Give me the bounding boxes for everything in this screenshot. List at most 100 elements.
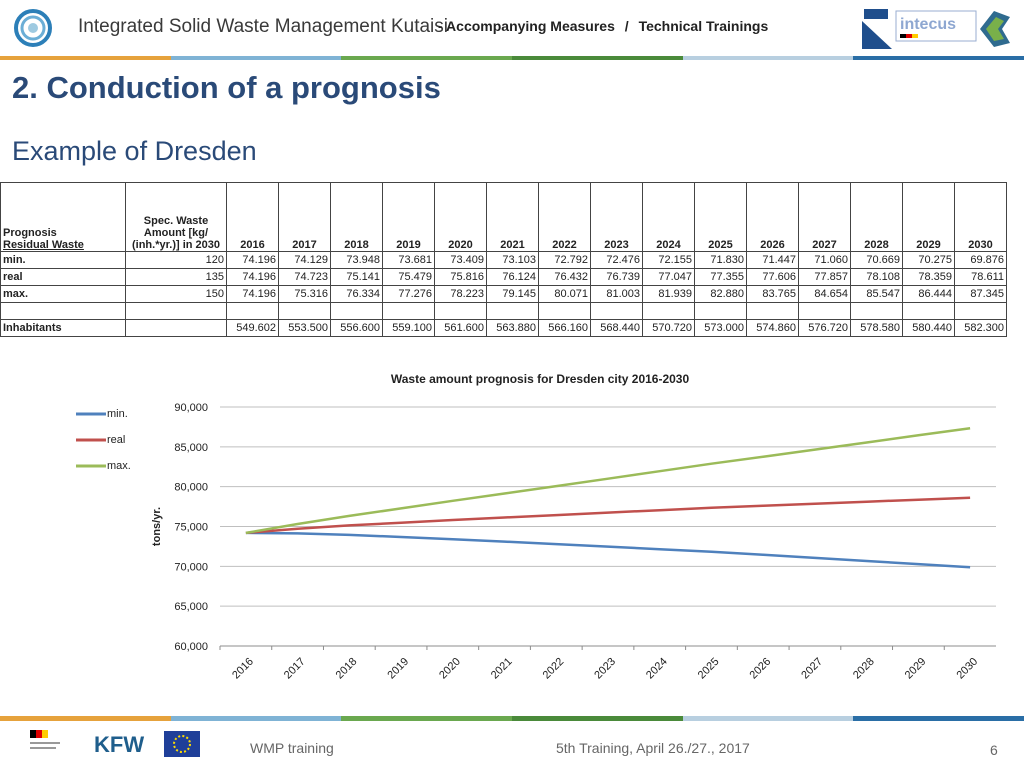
breadcrumb: - Accompanying Measures / Technical Trai… bbox=[438, 18, 768, 34]
empty-cell bbox=[486, 302, 539, 320]
table-cell: 76.739 bbox=[590, 268, 643, 286]
year-header: 2018 bbox=[330, 182, 383, 252]
pem-logo-icon bbox=[862, 9, 892, 49]
table-cell: 69.876 bbox=[954, 251, 1007, 269]
table-cell: 75.316 bbox=[278, 285, 331, 303]
legend-label: max. bbox=[107, 460, 131, 472]
spec-amount-cell: 150 bbox=[125, 285, 227, 303]
breadcrumb-separator: / bbox=[624, 18, 629, 34]
table-cell: 76.124 bbox=[486, 268, 539, 286]
table-cell: 78.611 bbox=[954, 268, 1007, 286]
inhabitants-cell: 566.160 bbox=[538, 319, 591, 337]
table-cell: 72.476 bbox=[590, 251, 643, 269]
year-header: 2017 bbox=[278, 182, 331, 252]
table-cell: 73.948 bbox=[330, 251, 383, 269]
empty-cell bbox=[330, 302, 383, 320]
table-cell: 70.669 bbox=[850, 251, 903, 269]
breadcrumb-section: Accompanying Measures bbox=[446, 18, 615, 34]
year-header: 2023 bbox=[590, 182, 643, 252]
table-cell: 74.196 bbox=[226, 268, 279, 286]
year-header: 2029 bbox=[902, 182, 955, 252]
legend-label: real bbox=[107, 434, 125, 446]
x-tick-label: 2029 bbox=[903, 656, 929, 682]
inhabitants-cell: 573.000 bbox=[694, 319, 747, 337]
table-cell: 85.547 bbox=[850, 285, 903, 303]
table-cell: 74.196 bbox=[226, 285, 279, 303]
inhabitants-cell: 580.440 bbox=[902, 319, 955, 337]
x-tick-label: 2019 bbox=[385, 656, 411, 682]
table-row: max. 150 74.196 75.316 76.334 77.276 78.223 79.… bbox=[0, 285, 1007, 303]
empty-cell bbox=[850, 302, 903, 320]
project-logo-icon bbox=[14, 9, 52, 47]
inhabitants-row: Inhabitants 549.602 553.500 556.600 559.100 5… bbox=[0, 319, 1007, 337]
table-cell: 75.816 bbox=[434, 268, 487, 286]
empty-cell bbox=[278, 302, 331, 320]
empty-cell bbox=[954, 302, 1007, 320]
x-tick-label: 2024 bbox=[644, 656, 670, 682]
y-tick-label: 75,000 bbox=[174, 522, 208, 534]
table-corner-label: Prognosis Residual Waste bbox=[0, 182, 126, 252]
x-tick-label: 2023 bbox=[592, 656, 618, 682]
x-tick-label: 2020 bbox=[437, 656, 463, 682]
slide-subtitle: Example of Dresden bbox=[12, 136, 257, 166]
legend-label: min. bbox=[107, 408, 128, 420]
empty-cell bbox=[694, 302, 747, 320]
x-tick-label: 2017 bbox=[282, 656, 308, 682]
x-tick-label: 2025 bbox=[696, 656, 722, 682]
table-cell: 73.409 bbox=[434, 251, 487, 269]
spec-amount-cell: 120 bbox=[125, 251, 227, 269]
year-header: 2027 bbox=[798, 182, 851, 252]
german-cooperation-logo-icon bbox=[30, 730, 60, 749]
corner-label-residual-waste: Residual Waste bbox=[3, 239, 84, 251]
y-tick-label: 70,000 bbox=[174, 561, 208, 573]
table-row: min. 120 74.196 74.129 73.948 73.681 73.409 73.… bbox=[0, 251, 1007, 269]
table-cell: 73.681 bbox=[382, 251, 435, 269]
inhabitants-cell: 563.880 bbox=[486, 319, 539, 337]
table-row: real 135 74.196 74.723 75.141 75.479 75.816 76.… bbox=[0, 268, 1007, 286]
spec-amount-header: Spec. Waste Amount [kg/ (inh.*yr.)] in 2… bbox=[125, 182, 227, 252]
x-tick-label: 2027 bbox=[799, 656, 825, 682]
table-cell: 82.880 bbox=[694, 285, 747, 303]
inhabitants-cell: 570.720 bbox=[642, 319, 695, 337]
x-tick-label: 2016 bbox=[230, 656, 256, 682]
chart-canvas: 60,000 65,000 70,000 75,000 80,000 85,000 90,0… bbox=[76, 402, 996, 682]
year-header: 2025 bbox=[694, 182, 747, 252]
inhabitants-cell: 556.600 bbox=[330, 319, 383, 337]
empty-cell bbox=[590, 302, 643, 320]
table-cell: 81.939 bbox=[642, 285, 695, 303]
inhabitants-cell: 553.500 bbox=[278, 319, 331, 337]
row-label: min. bbox=[0, 251, 126, 269]
empty-cell bbox=[434, 302, 487, 320]
year-header: 2021 bbox=[486, 182, 539, 252]
empty-cell bbox=[125, 302, 227, 320]
empty-cell bbox=[226, 302, 279, 320]
table-header-row: Prognosis Residual Waste Spec. Waste Amoun… bbox=[0, 182, 1007, 252]
table-cell: 75.479 bbox=[382, 268, 435, 286]
table-cell: 87.345 bbox=[954, 285, 1007, 303]
table-cell: 74.723 bbox=[278, 268, 331, 286]
header: Integrated Solid Waste Management Kutais… bbox=[0, 0, 1024, 58]
table-cell: 71.060 bbox=[798, 251, 851, 269]
year-header: 2016 bbox=[226, 182, 279, 252]
series-line-max bbox=[245, 426, 971, 535]
inhabitants-cell: 549.602 bbox=[226, 319, 279, 337]
table-cell: 76.334 bbox=[330, 285, 383, 303]
table-cell: 77.355 bbox=[694, 268, 747, 286]
x-tick-label: 2018 bbox=[334, 656, 360, 682]
y-tick-label: 80,000 bbox=[174, 482, 208, 494]
empty-cell bbox=[746, 302, 799, 320]
x-tick-label: 2021 bbox=[489, 656, 515, 682]
prognosis-table: Prognosis Residual Waste Spec. Waste Amoun… bbox=[0, 182, 1007, 337]
table-cell: 71.830 bbox=[694, 251, 747, 269]
year-header: 2024 bbox=[642, 182, 695, 252]
inhabitants-cell: 578.580 bbox=[850, 319, 903, 337]
table-spacer-row bbox=[0, 302, 1007, 320]
corner-label-prognosis: Prognosis bbox=[3, 227, 57, 239]
year-header: 2026 bbox=[746, 182, 799, 252]
chart-title: Waste amount prognosis for Dresden city … bbox=[390, 372, 690, 386]
header-color-bar bbox=[0, 56, 1024, 60]
table-cell: 81.003 bbox=[590, 285, 643, 303]
eu-flag-icon bbox=[164, 731, 200, 757]
footer-color-bar bbox=[0, 716, 1024, 721]
table-cell: 70.275 bbox=[902, 251, 955, 269]
